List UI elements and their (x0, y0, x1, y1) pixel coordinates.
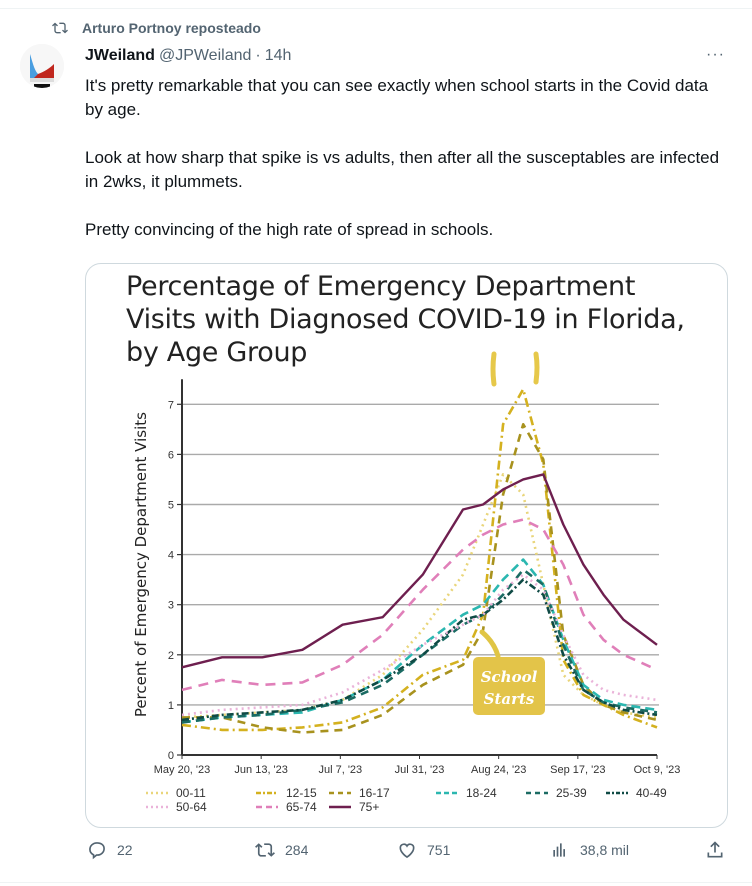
share-button[interactable] (705, 840, 725, 860)
annotation-box (473, 657, 545, 715)
tweet-header: JWeiland @JPWeiland · 14h (85, 47, 291, 65)
series-line-75+ (181, 473, 658, 669)
reply-icon (89, 842, 105, 860)
repost-count: 284 (285, 842, 309, 858)
y-tick-label: 6 (168, 449, 174, 461)
views-icon (553, 843, 565, 857)
y-tick-label: 4 (168, 550, 174, 562)
legend-label: 12-15 (286, 786, 317, 800)
x-tick-label: Oct 9, '23 (634, 764, 681, 776)
repost-header: Arturo Portnoy reposteado (52, 20, 261, 36)
legend-label: 25-39 (556, 786, 587, 800)
tweet-paragraph: Look at how sharp that spike is vs adult… (85, 148, 720, 191)
series-line-40-49 (181, 578, 658, 722)
annotation-pointer (479, 629, 501, 659)
annotation-stroke (533, 351, 540, 385)
separator: · (255, 47, 261, 64)
top-divider (0, 8, 752, 9)
y-tick-label: 5 (168, 500, 174, 512)
view-count: 38,8 mil (580, 842, 630, 858)
legend-label: 18-24 (466, 786, 497, 800)
reply-button[interactable]: 22 (87, 840, 133, 860)
x-tick-label: Jun 13, '23 (234, 764, 287, 776)
x-tick-label: Sep 17, '23 (550, 764, 605, 776)
more-options-button[interactable]: ··· (706, 46, 725, 63)
y-tick-label: 2 (168, 650, 174, 662)
repost-label[interactable]: Arturo Portnoy reposteado (82, 20, 261, 36)
repost-button[interactable]: 284 (255, 840, 308, 860)
legend-label: 50-64 (176, 800, 207, 814)
tweet-actions: 22 284 751 38,8 mil (85, 840, 730, 870)
line-chart: 0 1 2 3 4 5 6 7 May 20, '23 Jun 13, '23 Jul 7, '23… (132, 351, 681, 814)
tweet-paragraph: Pretty convincing of the high rate of sp… (85, 220, 494, 239)
legend-label: 16-17 (359, 786, 390, 800)
y-axis-label: Percent of Emergency Department Visits (132, 412, 150, 717)
tweet-text: It's pretty remarkable that you can see … (85, 74, 725, 266)
author-handle[interactable]: @JPWeiland (158, 47, 252, 64)
heart-icon (399, 843, 415, 859)
annotation-text: Starts (484, 690, 535, 708)
series-line-18-24 (181, 558, 658, 724)
tweet-media-chart[interactable]: Percentage of Emergency Department Visit… (85, 263, 728, 828)
x-tick-label: Aug 24, '23 (471, 764, 526, 776)
avatar-chart-image (20, 44, 64, 88)
x-tick-label: Jul 31, '23 (395, 764, 445, 776)
repost-icon (255, 843, 275, 857)
legend-label: 40-49 (636, 786, 667, 800)
avatar[interactable] (20, 44, 64, 88)
y-tick-label: 1 (168, 700, 174, 712)
repost-icon (52, 22, 68, 34)
timestamp[interactable]: 14h (264, 47, 292, 64)
legend-label: 65-74 (286, 800, 317, 814)
y-tick-label: 3 (168, 600, 174, 612)
annotation-text: School (481, 668, 538, 686)
share-icon (707, 841, 723, 858)
legend-label: 75+ (359, 800, 379, 814)
series-line-12-15 (181, 388, 658, 732)
y-tick-label: 0 (168, 750, 174, 762)
like-button[interactable]: 751 (397, 840, 450, 860)
views-button[interactable]: 38,8 mil (550, 840, 629, 860)
reply-count: 22 (117, 842, 133, 858)
legend-label: 00-11 (176, 786, 206, 800)
bottom-divider (0, 882, 752, 883)
annotation-stroke (490, 351, 497, 387)
y-tick-label: 7 (168, 399, 174, 411)
chart-title: Percentage of Emergency Department Visit… (126, 271, 685, 368)
tweet-paragraph: It's pretty remarkable that you can see … (85, 76, 709, 119)
series-line-25-39 (181, 568, 658, 724)
series-line-00-11 (181, 473, 658, 719)
series-line-50-64 (181, 573, 658, 717)
author-name[interactable]: JWeiland (85, 47, 155, 64)
like-count: 751 (427, 842, 451, 858)
series-line-65-74 (181, 518, 658, 692)
x-tick-label: May 20, '23 (154, 764, 211, 776)
x-tick-label: Jul 7, '23 (318, 764, 362, 776)
